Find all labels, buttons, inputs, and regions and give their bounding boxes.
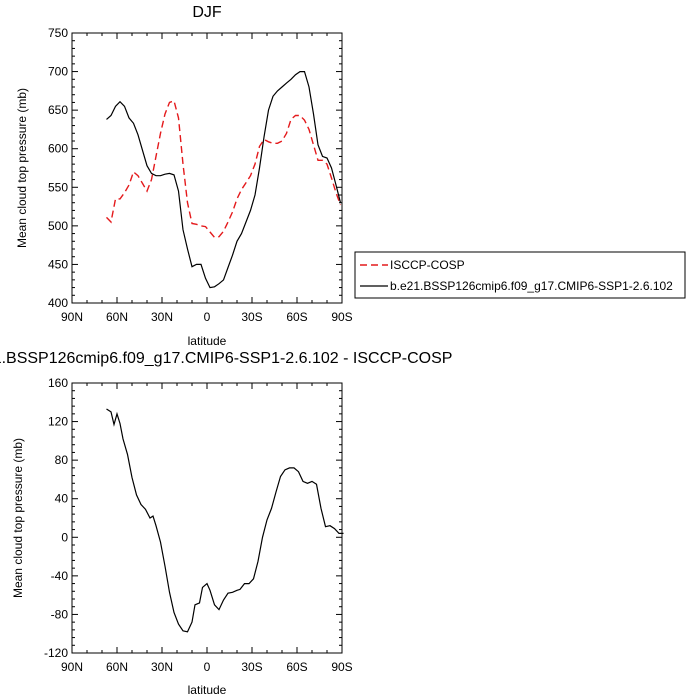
top-x-tick-label: 90S <box>331 310 352 324</box>
top-y-axis-title: Mean cloud top pressure (mb) <box>15 88 29 248</box>
bottom-x-tick-label: 90S <box>331 660 352 674</box>
bottom-x-tick-label: 60S <box>286 660 307 674</box>
bottom-y-tick-label: -40 <box>51 569 69 583</box>
bottom-panel: b.e21.BSSP126cmip6.f09_g17.CMIP6-SSP1-2.… <box>0 350 452 697</box>
bottom-y-tick-label: -120 <box>44 646 68 660</box>
legend-label-isccp: ISCCP-COSP <box>390 258 465 272</box>
bottom-x-tick-label: 0 <box>204 660 211 674</box>
top-y-tick-label: 600 <box>48 142 68 156</box>
top-series-line-0 <box>105 100 342 239</box>
top-x-tick-label: 90N <box>61 310 83 324</box>
bottom-x-tick-label: 30N <box>151 660 173 674</box>
top-y-tick-label: 550 <box>48 180 68 194</box>
top-x-axis-title: latitude <box>188 334 227 348</box>
top-y-tick-label: 750 <box>48 26 68 40</box>
top-y-tick-label: 450 <box>48 257 68 271</box>
bottom-series-group <box>106 408 344 633</box>
bottom-x-tick-label: 90N <box>61 660 83 674</box>
top-x-tick-label: 60S <box>286 310 307 324</box>
bottom-panel-title: b.e21.BSSP126cmip6.f09_g17.CMIP6-SSP1-2.… <box>0 350 452 367</box>
top-series-line-1 <box>106 71 342 289</box>
bottom-y-tick-label: 80 <box>55 453 69 467</box>
legend: ISCCP-COSP b.e21.BSSP126cmip6.f09_g17.CM… <box>354 251 686 299</box>
top-x-tick-label: 0 <box>204 310 211 324</box>
top-y-tick-label: 700 <box>48 65 68 79</box>
bottom-y-tick-label: 40 <box>55 492 69 506</box>
bottom-plot-frame <box>71 382 343 654</box>
bottom-y-tick-label: 160 <box>48 376 68 390</box>
legend-label-model: b.e21.BSSP126cmip6.f09_g17.CMIP6-SSP1-2.… <box>390 279 673 293</box>
top-x-tick-label: 30S <box>241 310 262 324</box>
top-x-tick-label: 30N <box>151 310 173 324</box>
top-y-tick-label: 500 <box>48 219 68 233</box>
bottom-series-line-0 <box>106 408 344 633</box>
top-series-group <box>105 71 342 289</box>
bottom-x-tick-label: 60N <box>106 660 128 674</box>
top-axis-ticks: 90N 60N 30N 0 30S 60S 90S 400 450 500 550 600 650 700… <box>48 26 353 324</box>
top-x-tick-label: 60N <box>106 310 128 324</box>
top-panel: DJF Mean cloud top pressure (mb) latitud… <box>15 4 353 348</box>
bottom-y-tick-label: 120 <box>48 415 68 429</box>
bottom-x-axis-title: latitude <box>188 683 227 697</box>
top-y-tick-label: 650 <box>48 103 68 117</box>
top-y-tick-label: 400 <box>48 296 68 310</box>
bottom-axis-ticks: 90N 60N 30N 0 30S 60S 90S -120 -80 -40 0 40 80 120 160 <box>44 376 353 674</box>
bottom-x-tick-label: 30S <box>241 660 262 674</box>
bottom-y-tick-label: 0 <box>61 530 68 544</box>
bottom-y-axis-title: Mean cloud top pressure (mb) <box>11 438 25 598</box>
top-plot-frame <box>71 32 343 304</box>
bottom-y-tick-label: -80 <box>51 607 69 621</box>
top-panel-title: DJF <box>192 4 222 21</box>
legend-box <box>354 251 686 299</box>
